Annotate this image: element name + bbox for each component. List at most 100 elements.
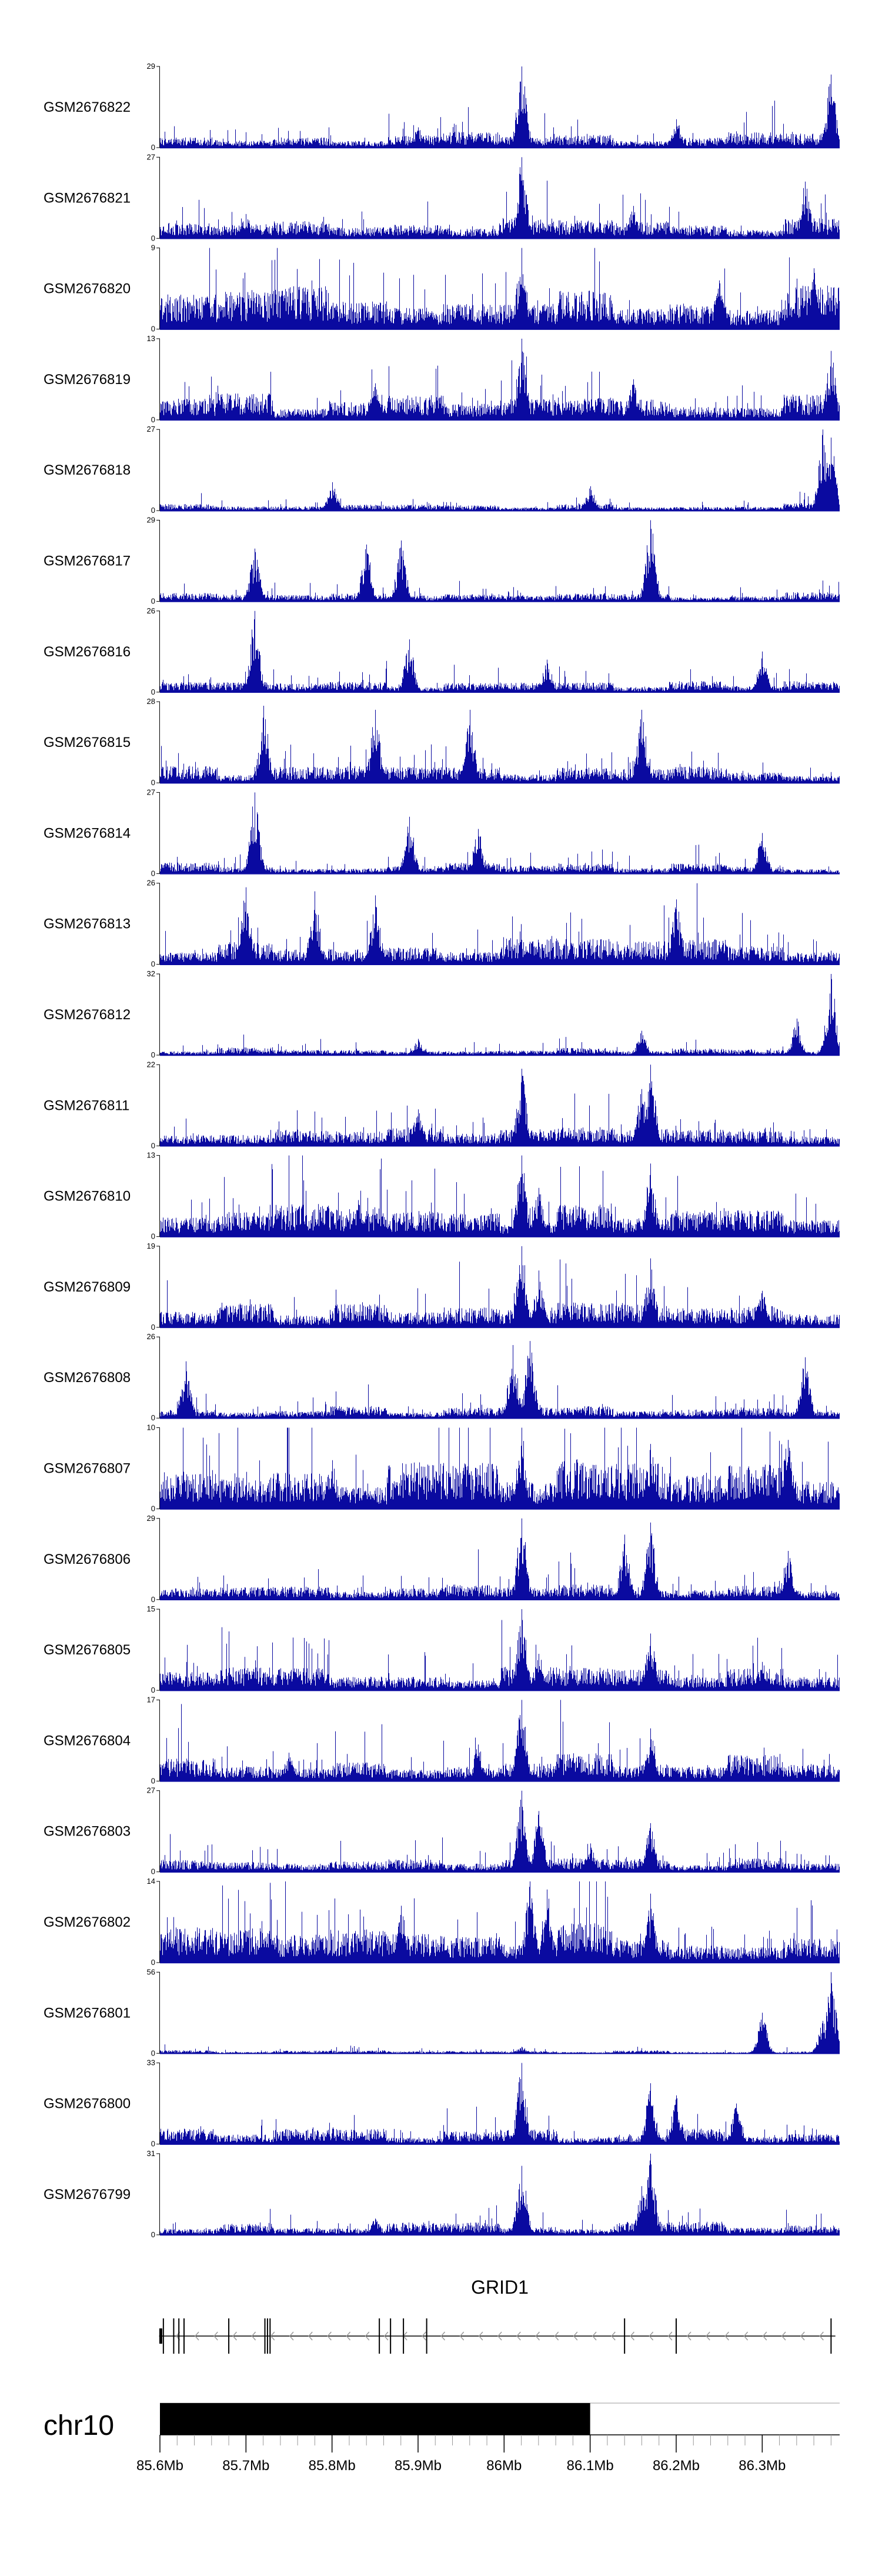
track-GSM2676822: GSM2676822 29 0 bbox=[44, 62, 840, 152]
y-max-label: 29 bbox=[147, 1514, 155, 1523]
chromosome-label: chr10 bbox=[44, 2410, 114, 2441]
y-zero-label: 0 bbox=[151, 325, 155, 333]
track-label: GSM2676801 bbox=[44, 2005, 131, 2021]
signal-area bbox=[160, 2063, 840, 2144]
y-max-label: 32 bbox=[147, 969, 155, 978]
y-max-label: 26 bbox=[147, 879, 155, 887]
exon-mark bbox=[675, 2318, 677, 2354]
track-GSM2676809: GSM2676809 19 0 bbox=[44, 1242, 840, 1332]
track-GSM2676820: GSM2676820 9 0 bbox=[44, 243, 840, 333]
strand-chevron bbox=[478, 2331, 483, 2341]
track-label: GSM2676817 bbox=[44, 553, 131, 569]
strand-chevron bbox=[365, 2331, 370, 2341]
strand-chevron bbox=[327, 2331, 332, 2341]
y-zero-label: 0 bbox=[151, 1958, 155, 1967]
strand-chevron bbox=[232, 2331, 237, 2341]
y-max-label: 9 bbox=[151, 243, 155, 252]
strand-chevron bbox=[213, 2331, 218, 2341]
y-zero-label: 0 bbox=[151, 688, 155, 696]
signal-area bbox=[160, 792, 840, 874]
x-tick-label: 86.1Mb bbox=[567, 2458, 614, 2474]
strand-chevron bbox=[516, 2331, 521, 2341]
y-max-label: 26 bbox=[147, 606, 155, 615]
signal-tracks: GSM2676822290GSM2676821270GSM267682090GS… bbox=[44, 62, 840, 2239]
strand-chevron bbox=[270, 2331, 275, 2341]
exon-mark bbox=[159, 2328, 162, 2344]
exon-mark bbox=[178, 2318, 180, 2354]
strand-chevron bbox=[422, 2331, 426, 2341]
x-tick-label: 85.8Mb bbox=[309, 2458, 356, 2474]
exon-mark bbox=[426, 2318, 427, 2354]
signal-area bbox=[160, 2153, 840, 2235]
strand-chevron bbox=[440, 2331, 446, 2341]
track-label: GSM2676819 bbox=[44, 372, 131, 388]
track-GSM2676811: GSM2676811 22 0 bbox=[44, 1060, 840, 1150]
track-GSM2676813: GSM2676813 26 0 bbox=[44, 879, 840, 969]
exon-mark bbox=[379, 2318, 380, 2354]
track-label: GSM2676813 bbox=[44, 916, 131, 932]
y-max-label: 31 bbox=[147, 2149, 155, 2158]
y-zero-label: 0 bbox=[151, 1867, 155, 1876]
track-GSM2676805: GSM2676805 15 0 bbox=[44, 1604, 840, 1694]
signal-area bbox=[160, 1246, 840, 1327]
strand-chevron bbox=[819, 2331, 824, 2341]
signal-area bbox=[160, 1155, 840, 1237]
track-label: GSM2676822 bbox=[44, 99, 131, 115]
track-GSM2676808: GSM2676808 26 0 bbox=[44, 1332, 840, 1422]
track-GSM2676800: GSM2676800 33 0 bbox=[44, 2058, 840, 2148]
y-zero-label: 0 bbox=[151, 960, 155, 969]
y-zero-label: 0 bbox=[151, 1413, 155, 1422]
track-label: GSM2676820 bbox=[44, 281, 131, 297]
x-tick-label: 86.2Mb bbox=[653, 2458, 700, 2474]
y-max-label: 27 bbox=[147, 788, 155, 796]
track-GSM2676817: GSM2676817 29 0 bbox=[44, 516, 840, 606]
track-label: GSM2676804 bbox=[44, 1733, 131, 1749]
strand-chevron bbox=[706, 2331, 710, 2341]
signal-area bbox=[160, 429, 840, 511]
exon-mark bbox=[830, 2318, 832, 2354]
track-label: GSM2676805 bbox=[44, 1642, 131, 1658]
y-max-label: 26 bbox=[147, 1332, 155, 1341]
y-zero-label: 0 bbox=[151, 2230, 155, 2239]
x-tick-label: 85.7Mb bbox=[222, 2458, 269, 2474]
track-label: GSM2676812 bbox=[44, 1007, 131, 1023]
strand-chevron bbox=[346, 2331, 351, 2341]
signal-area bbox=[160, 610, 840, 692]
track-GSM2676804: GSM2676804 17 0 bbox=[44, 1695, 840, 1785]
y-max-label: 33 bbox=[147, 2058, 155, 2067]
track-GSM2676821: GSM2676821 27 0 bbox=[44, 152, 840, 242]
exon-mark bbox=[390, 2318, 392, 2354]
strand-chevron bbox=[724, 2331, 729, 2341]
ideogram-band bbox=[160, 2403, 590, 2435]
y-zero-label: 0 bbox=[151, 506, 155, 515]
strand-chevron bbox=[592, 2331, 597, 2341]
signal-area bbox=[160, 1427, 840, 1509]
y-max-label: 10 bbox=[147, 1423, 155, 1432]
signal-area bbox=[160, 706, 840, 783]
y-max-label: 14 bbox=[147, 1877, 155, 1886]
y-zero-label: 0 bbox=[151, 1050, 155, 1059]
track-label: GSM2676802 bbox=[44, 1914, 131, 1930]
exon-mark bbox=[183, 2318, 185, 2354]
track-GSM2676816: GSM2676816 26 0 bbox=[44, 606, 840, 696]
strand-chevron bbox=[573, 2331, 578, 2341]
strand-chevron bbox=[554, 2331, 559, 2341]
y-max-label: 13 bbox=[147, 1151, 155, 1160]
exon-mark bbox=[266, 2318, 268, 2354]
track-label: GSM2676811 bbox=[44, 1097, 129, 1113]
x-tick-label: 86Mb bbox=[486, 2458, 522, 2474]
y-max-label: 27 bbox=[147, 152, 155, 161]
x-tick-label: 85.9Mb bbox=[395, 2458, 442, 2474]
track-label: GSM2676821 bbox=[44, 190, 131, 206]
gene-label: GRID1 bbox=[471, 2277, 529, 2298]
y-max-label: 19 bbox=[147, 1242, 155, 1250]
strand-chevron bbox=[459, 2331, 465, 2341]
track-GSM2676803: GSM2676803 27 0 bbox=[44, 1786, 840, 1876]
signal-area bbox=[160, 1065, 840, 1146]
signal-area bbox=[160, 1609, 840, 1691]
y-zero-label: 0 bbox=[151, 2140, 155, 2148]
y-zero-label: 0 bbox=[151, 1686, 155, 1694]
y-zero-label: 0 bbox=[151, 233, 155, 242]
strand-chevron bbox=[800, 2331, 805, 2341]
